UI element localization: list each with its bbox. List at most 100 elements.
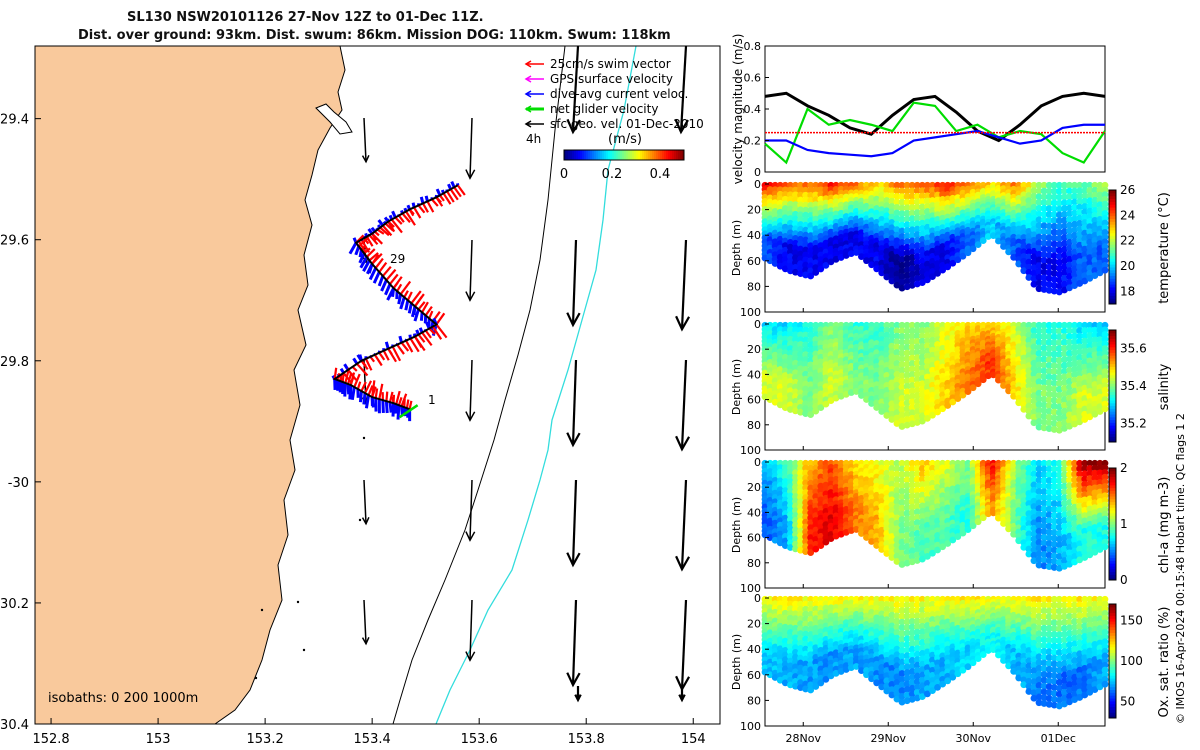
isobaths-label: isobaths: 0 200 1000m <box>48 691 198 706</box>
section-data-point <box>903 255 911 262</box>
section-data-point <box>923 187 931 194</box>
section-data-point <box>913 392 921 399</box>
map-colorbar-cell <box>612 150 615 160</box>
swim-vector <box>382 224 393 237</box>
geo-velocity-arrow-head <box>361 637 370 646</box>
colorbar-cell <box>1109 204 1116 208</box>
swim-vector <box>424 306 433 317</box>
swim-vector <box>422 202 429 213</box>
section-data-point <box>898 389 906 397</box>
section-data-point <box>903 226 911 234</box>
section-data-point <box>812 407 820 415</box>
section-data-point <box>908 327 916 335</box>
section-data-point <box>883 321 891 329</box>
section-data-point <box>923 218 931 226</box>
swim-vector <box>428 327 436 335</box>
map-x-tick-label: 153.8 <box>568 732 605 747</box>
swim-vector <box>368 234 379 246</box>
section-data-point <box>1020 248 1028 256</box>
swim-vector <box>397 397 403 406</box>
colorbar-cell <box>1109 298 1116 302</box>
section-y-tick-label: 60 <box>747 394 761 407</box>
section-data-point <box>929 411 936 419</box>
section-data-point <box>979 237 987 244</box>
section-data-point <box>797 250 804 258</box>
section-data-point <box>883 237 891 245</box>
map-colorbar-cell <box>666 150 669 160</box>
section-data-point <box>786 253 794 261</box>
current-vector <box>377 275 385 287</box>
section-data-point <box>873 404 881 411</box>
section-data-point <box>893 392 901 400</box>
section-data-point <box>802 351 809 359</box>
section-data-point <box>918 327 926 334</box>
section-data-point <box>1035 222 1043 229</box>
legend-entry-label: sfc geo. vel. 01-Dec-2010 <box>550 117 704 131</box>
section-data-point <box>1045 181 1053 189</box>
legend-entry-label: GPS surface velocity <box>550 72 673 86</box>
legend-arrowhead <box>524 90 532 98</box>
colorbar-cell <box>1109 209 1116 214</box>
current-vector <box>348 242 358 255</box>
swim-vector <box>364 358 373 371</box>
section-data-point <box>812 336 820 343</box>
swim-vector <box>413 206 422 219</box>
section-data-point <box>807 386 815 394</box>
geo-velocity-arrow <box>469 479 473 541</box>
section-data-point <box>918 353 926 361</box>
section-data-point <box>1071 187 1078 195</box>
section-data-point <box>903 198 911 206</box>
section-data-point <box>1050 258 1058 266</box>
section-data-point <box>1045 234 1053 242</box>
section-data-point <box>786 234 794 241</box>
map-colorbar-cell <box>572 150 575 160</box>
section-data-point <box>1086 264 1094 272</box>
velocity-y-tick-label: 0.6 <box>744 72 762 85</box>
geo-velocity-arrow <box>571 239 578 326</box>
current-vector <box>396 405 401 420</box>
section-data-point <box>812 210 820 218</box>
section-data-point <box>913 269 921 277</box>
section-data-point <box>929 212 936 220</box>
current-vector <box>352 357 359 365</box>
section-data-point <box>898 250 906 258</box>
section-data-point <box>786 210 794 218</box>
geo-velocity-arrow <box>680 359 688 450</box>
section-data-point <box>898 400 906 408</box>
section-data-point <box>802 201 809 209</box>
section-data-point <box>797 403 804 411</box>
section-data-point <box>792 254 799 262</box>
section-data-point <box>1061 216 1068 224</box>
colorbar-tick-label: 1 <box>1120 517 1128 531</box>
section-data-point <box>878 341 886 348</box>
section-data-point <box>1101 219 1109 227</box>
section-data-point <box>1035 216 1043 224</box>
section-data-point <box>817 205 825 212</box>
section-data-point <box>797 379 804 387</box>
section-data-point <box>898 238 906 246</box>
section-data-point <box>802 271 809 279</box>
section-data-point <box>1096 196 1104 204</box>
legend-arrowhead <box>524 105 532 113</box>
section-data-point <box>1091 186 1099 194</box>
current-vector <box>354 245 361 256</box>
swim-vector <box>409 338 420 353</box>
section-data-point <box>913 203 921 211</box>
geo-velocity-arrow-head <box>566 432 581 448</box>
geo-velocity-arrow-head <box>566 552 581 568</box>
section-data-point <box>1020 181 1028 189</box>
section-data-point <box>908 193 916 200</box>
section-data-point <box>786 262 794 270</box>
section-data-point <box>1061 187 1068 195</box>
section-data-point <box>1055 223 1063 231</box>
section-data-point <box>1055 187 1063 195</box>
section-data-point <box>893 270 901 278</box>
section-data-point <box>802 375 809 383</box>
section-data-point <box>883 242 891 250</box>
section-data-point <box>1101 186 1109 194</box>
section-data-point <box>802 370 809 378</box>
section-data-point <box>797 374 804 382</box>
section-data-point <box>1086 259 1094 267</box>
section-data-point <box>1066 227 1073 235</box>
